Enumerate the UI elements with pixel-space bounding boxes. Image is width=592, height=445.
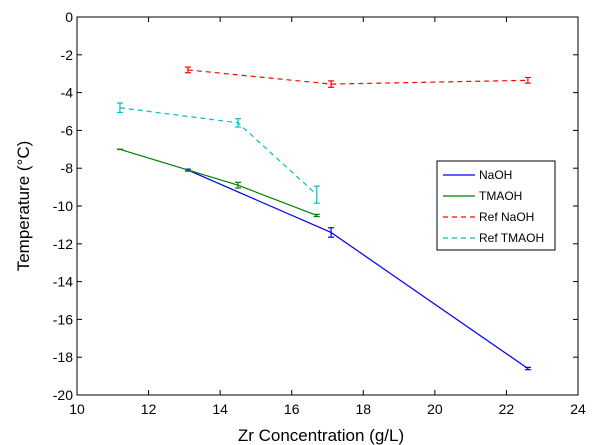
y-tick-label: -6 — [61, 122, 74, 138]
legend-entry: Ref NaOH — [443, 210, 534, 224]
error-bar — [328, 80, 335, 88]
error-bar — [116, 102, 123, 114]
tick-labels: 10 12 14 16 18 20 22 24 0 -2 -4 -6 -8 -10 -12 -14 -16 -18… — [53, 9, 586, 417]
y-tick-label: -8 — [61, 160, 74, 176]
y-tick-label: -10 — [53, 198, 73, 214]
series-line — [187, 69, 528, 85]
legend-entry: TMAOH — [443, 189, 522, 203]
error-bar — [313, 213, 320, 218]
x-tick-label: 22 — [499, 401, 515, 417]
series-line — [119, 107, 318, 196]
y-tick-label: -16 — [53, 311, 73, 327]
series-ref-tmaoh — [116, 102, 320, 204]
x-tick-label: 12 — [141, 401, 157, 417]
legend-box — [436, 160, 556, 251]
legend-label: Ref TMAOH — [479, 231, 544, 245]
error-bar — [524, 76, 531, 84]
x-tick-label: 24 — [570, 401, 586, 417]
legend-label: NaOH — [479, 168, 512, 182]
legend: NaOH TMAOH Ref NaOH Ref TMAOH — [436, 160, 556, 251]
y-tick-label: -4 — [61, 85, 74, 101]
series-line — [119, 148, 317, 217]
plot-marks — [116, 66, 531, 371]
y-tick-label: -18 — [53, 349, 73, 365]
legend-label: Ref NaOH — [479, 210, 534, 224]
x-axis-label: Zr Concentration (g/L) — [238, 426, 404, 445]
y-tick-label: -20 — [53, 387, 73, 403]
error-bar — [328, 227, 335, 238]
error-bar — [313, 185, 320, 204]
y-axis-label: Temperature (°C) — [14, 141, 33, 272]
y-axis-label-close: ) — [14, 141, 33, 147]
y-tick-label: 0 — [65, 9, 73, 25]
y-axis-label-unit: °C — [14, 146, 33, 165]
error-bar — [524, 366, 531, 371]
x-tick-label: 16 — [284, 401, 300, 417]
x-tick-label: 14 — [212, 401, 228, 417]
y-tick-label: -12 — [53, 236, 73, 252]
legend-label: TMAOH — [479, 189, 522, 203]
x-tick-label: 20 — [427, 401, 443, 417]
y-tick-label: -14 — [53, 274, 73, 290]
error-bar — [235, 118, 242, 128]
x-tick-label: 18 — [355, 401, 371, 417]
axis-ticks — [76, 16, 579, 396]
legend-entry: Ref TMAOH — [443, 231, 544, 245]
error-bar — [235, 181, 242, 189]
error-bar — [184, 66, 191, 74]
y-tick-label: -2 — [61, 47, 74, 63]
series-tmaoh — [116, 148, 320, 218]
x-tick-label: 10 — [69, 401, 85, 417]
y-axis-label-main: Temperature ( — [14, 165, 33, 271]
legend-entry: NaOH — [443, 168, 512, 182]
series-ref-naoh — [184, 66, 531, 88]
